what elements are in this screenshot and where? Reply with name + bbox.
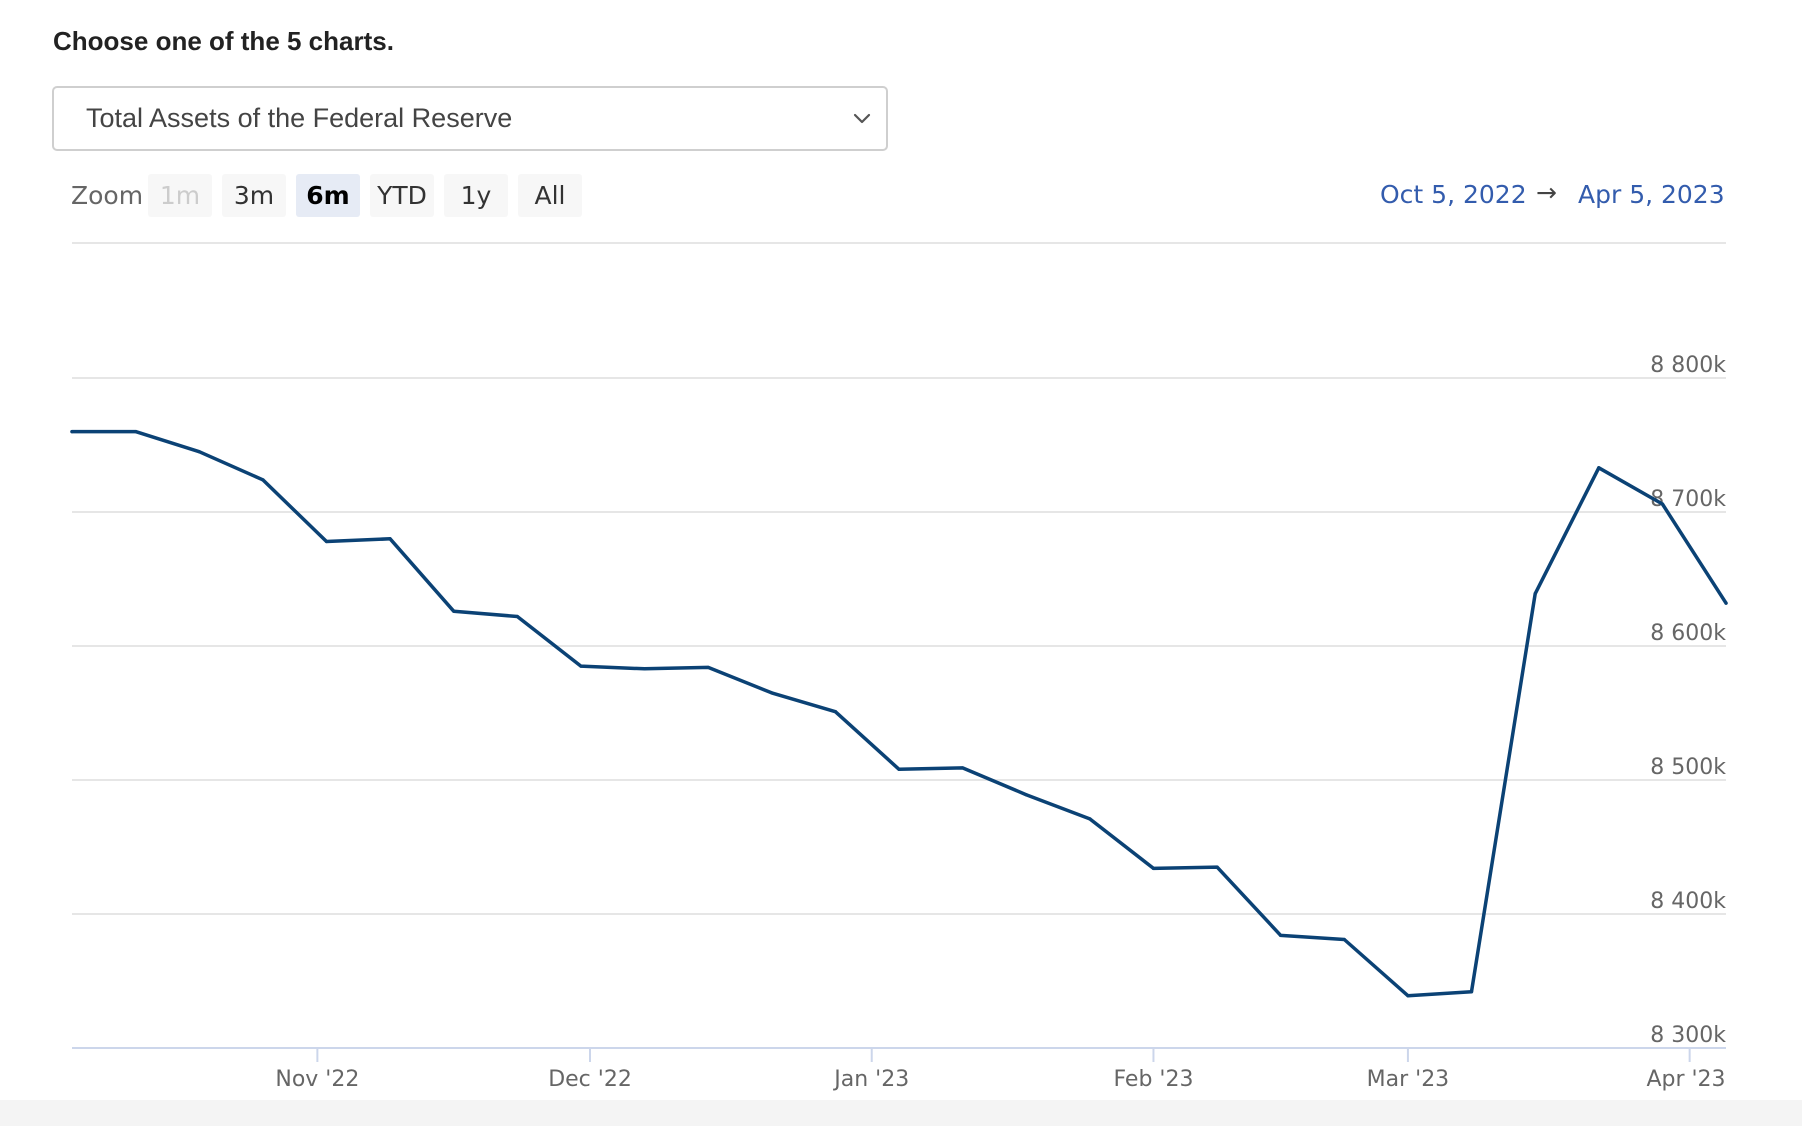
zoom-1m-button[interactable]: 1m (148, 174, 212, 217)
range-arrow: → (1536, 178, 1557, 207)
chart-select-dropdown[interactable]: Total Assets of the Federal Reserve (52, 86, 888, 151)
data-point (1660, 502, 1664, 506)
series-line (70, 429, 1728, 998)
zoom-ytd-button[interactable]: YTD (370, 174, 434, 217)
y-tick-label: 8 600k (1650, 621, 1726, 646)
data-point (261, 478, 265, 482)
data-point (1088, 817, 1092, 821)
data-point (1533, 592, 1537, 596)
zoom-all-button[interactable]: All (518, 174, 582, 217)
data-point (197, 450, 201, 454)
y-tick-label: 8 500k (1650, 755, 1726, 780)
zoom-label: Zoom (71, 181, 144, 210)
data-point (1469, 990, 1474, 994)
data-point (388, 537, 392, 541)
series-layer (70, 429, 1728, 998)
x-tick-label: Jan '23 (832, 1067, 909, 1092)
data-point (579, 664, 583, 668)
chart-select-value: Total Assets of the Federal Reserve (86, 103, 513, 133)
y-tick-label: 8 400k (1650, 889, 1726, 914)
x-tick-label: Mar '23 (1367, 1067, 1450, 1092)
y-tick-label: 8 700k (1650, 487, 1726, 512)
bottom-scroll-strip (0, 1100, 1802, 1126)
data-point (1215, 865, 1219, 869)
chevron-down-icon (853, 113, 871, 124)
chart-chooser-prompt: Choose one of the 5 charts. (53, 26, 394, 56)
zoom-6m-button[interactable]: 6m (296, 174, 360, 217)
data-point (1024, 793, 1028, 797)
data-point (1279, 933, 1283, 938)
data-point (70, 430, 74, 434)
line-chart: 8 300k 8 400k 8 500k 8 600k 8 700k 8 800k Nov… (70, 242, 1728, 1092)
x-axis: Nov '22 Dec '22 Jan '23 Feb '23 Mar '23 Apr '… (72, 1047, 1726, 1092)
x-tick-label: Dec '22 (548, 1067, 632, 1092)
range-to-date[interactable]: Apr 5, 2023 (1578, 180, 1725, 209)
x-tick-label: Apr '23 (1646, 1067, 1725, 1092)
data-point (642, 667, 647, 671)
data-point (515, 614, 519, 619)
data-point (452, 609, 456, 613)
zoom-1y-button[interactable]: 1y (444, 174, 508, 217)
data-point (1724, 601, 1728, 605)
data-point (324, 539, 329, 544)
grid-lines (72, 377, 1726, 915)
y-tick-label: 8 300k (1650, 1023, 1726, 1048)
data-point (833, 710, 837, 714)
data-point (706, 665, 710, 670)
range-from-date[interactable]: Oct 5, 2022 (1380, 180, 1527, 209)
data-point (134, 430, 138, 434)
data-point (1342, 937, 1346, 942)
zoom-3m-button[interactable]: 3m (222, 174, 286, 217)
x-tick-label: Nov '22 (275, 1067, 359, 1092)
data-point (961, 766, 965, 770)
y-tick-label: 8 800k (1650, 353, 1726, 378)
data-point (1151, 866, 1156, 871)
x-tick-label: Feb '23 (1113, 1067, 1193, 1092)
data-point (1406, 994, 1410, 998)
data-point (770, 691, 774, 695)
data-point (897, 767, 901, 771)
y-axis-labels: 8 300k 8 400k 8 500k 8 600k 8 700k 8 800k (1650, 353, 1726, 1048)
data-point (1597, 466, 1601, 470)
